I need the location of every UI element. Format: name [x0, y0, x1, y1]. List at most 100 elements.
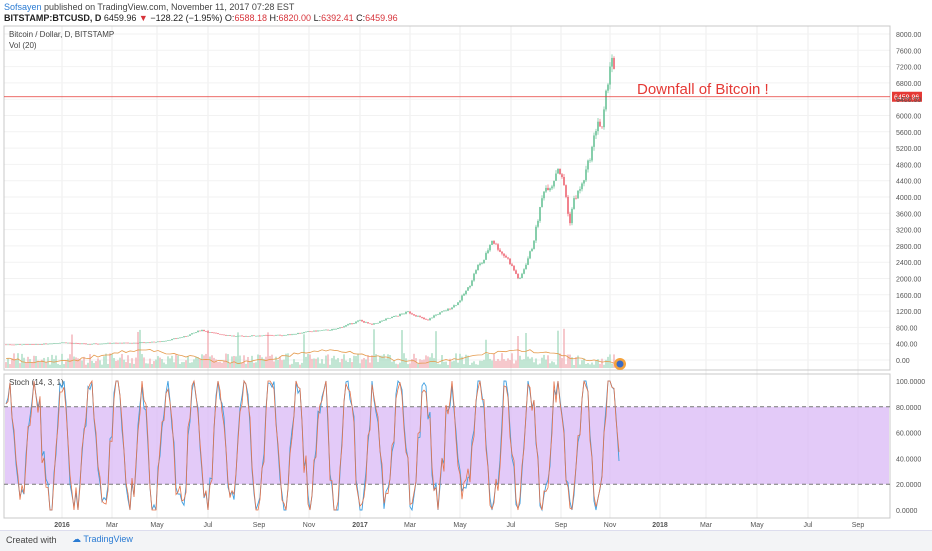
- volume-bar: [203, 355, 205, 368]
- volume-bar: [65, 361, 67, 368]
- candle-body: [73, 342, 75, 344]
- volume-bar: [201, 354, 203, 368]
- volume-bar: [325, 355, 327, 368]
- volume-bar: [433, 358, 435, 368]
- candle-body: [139, 342, 141, 344]
- candle-body: [443, 310, 445, 312]
- volume-bar: [411, 359, 413, 368]
- x-tick-label: Jul: [204, 522, 213, 529]
- volume-bar: [129, 363, 131, 368]
- volume-bar: [557, 330, 559, 368]
- candle-body: [555, 173, 557, 181]
- volume-bar: [479, 360, 481, 368]
- volume-bar: [225, 353, 227, 368]
- volume-bars: [5, 328, 615, 368]
- stoch-tick-label: 20.0000: [896, 482, 921, 489]
- y-tick-label: 3600.00: [896, 211, 921, 218]
- volume-bar: [461, 356, 463, 368]
- stoch-tick-label: 100.0000: [896, 379, 925, 386]
- candle-body: [101, 343, 103, 345]
- volume-bar: [77, 358, 79, 368]
- candle-body: [215, 332, 217, 334]
- volume-bar: [259, 355, 261, 368]
- volume-bar: [423, 359, 425, 368]
- stoch-lines: [5, 379, 620, 512]
- candle-body: [123, 342, 125, 344]
- y-tick-label: 7600.00: [896, 48, 921, 55]
- candle-body: [117, 342, 119, 344]
- volume-bar: [349, 358, 351, 368]
- volume-bar: [85, 364, 87, 368]
- candle-body: [89, 344, 91, 345]
- candle-body: [29, 344, 31, 345]
- author-link[interactable]: Sofsayen: [4, 2, 42, 12]
- tradingview-link[interactable]: ☁ TradingView: [72, 534, 133, 544]
- candle-body: [445, 310, 447, 312]
- y-tick-label: 8000.00: [896, 32, 921, 39]
- candle-body: [97, 343, 99, 345]
- volume-bar: [159, 357, 161, 368]
- y-tick-label: 4800.00: [896, 162, 921, 169]
- y-tick-label: 6400.00: [896, 97, 921, 104]
- volume-bar: [555, 364, 557, 368]
- candle-body: [553, 180, 555, 187]
- volume-bar: [579, 364, 581, 368]
- volume-bar: [447, 364, 449, 368]
- volume-bar: [539, 363, 541, 368]
- candle-body: [435, 314, 437, 316]
- candle-body: [293, 334, 295, 335]
- candle-body: [167, 340, 169, 341]
- volume-bar: [5, 362, 7, 368]
- chart-canvas[interactable]: Bitcoin / Dollar, D, BITSTAMP Vol (20) S…: [0, 0, 932, 530]
- volume-bar: [399, 362, 401, 368]
- y-tick-label: 400.00: [896, 342, 918, 349]
- volume-bar: [501, 353, 503, 368]
- candle-body: [411, 313, 413, 315]
- candle-body: [323, 329, 325, 331]
- candle-body: [497, 244, 499, 250]
- volume-bar: [499, 360, 501, 368]
- candle-body: [43, 343, 45, 345]
- candle-body: [337, 328, 339, 329]
- volume-bar: [25, 362, 27, 368]
- volume-bar: [611, 363, 613, 368]
- volume-bar: [445, 361, 447, 368]
- candle-body: [95, 343, 97, 345]
- candle-body: [275, 335, 277, 336]
- volume-bar: [249, 361, 251, 368]
- volume-bar: [297, 362, 299, 368]
- volume-bar: [123, 359, 125, 368]
- candle-body: [521, 273, 523, 279]
- stoch-pane-frame: [3, 373, 891, 519]
- volume-bar: [247, 356, 249, 368]
- candle-body: [425, 319, 427, 320]
- volume-legend: Vol (20): [9, 41, 37, 50]
- x-tick-label: May: [750, 522, 764, 529]
- candle-body: [63, 342, 65, 344]
- x-tick-label: 2018: [652, 522, 668, 529]
- main-y-axis: 8000.00 7600.00 7200.00 6800.00 6400.00 6000.…: [896, 32, 921, 365]
- volume-bar: [497, 358, 499, 368]
- candle-body: [595, 131, 597, 136]
- volume-bar: [551, 361, 553, 368]
- candle-body: [169, 340, 171, 341]
- volume-bar: [405, 358, 407, 368]
- candle-body: [287, 334, 289, 336]
- annotation-text: Downfall of Bitcoin !: [637, 81, 769, 98]
- candle-body: [613, 57, 615, 69]
- candle-body: [571, 208, 573, 224]
- x-tick-label: 2016: [54, 522, 70, 529]
- volume-bar: [553, 362, 555, 368]
- close-value: 6459.96: [365, 13, 398, 23]
- candle-body: [137, 342, 139, 344]
- candle-body: [487, 250, 489, 254]
- volume-bar: [495, 361, 497, 368]
- y-tick-label: 5600.00: [896, 130, 921, 137]
- candle-body: [451, 307, 453, 310]
- volume-bar: [313, 358, 315, 368]
- volume-bar: [67, 358, 69, 368]
- candle-body: [573, 198, 575, 209]
- flag-icon[interactable]: [614, 358, 626, 370]
- volume-bar: [595, 360, 597, 368]
- volume-bar: [371, 355, 373, 368]
